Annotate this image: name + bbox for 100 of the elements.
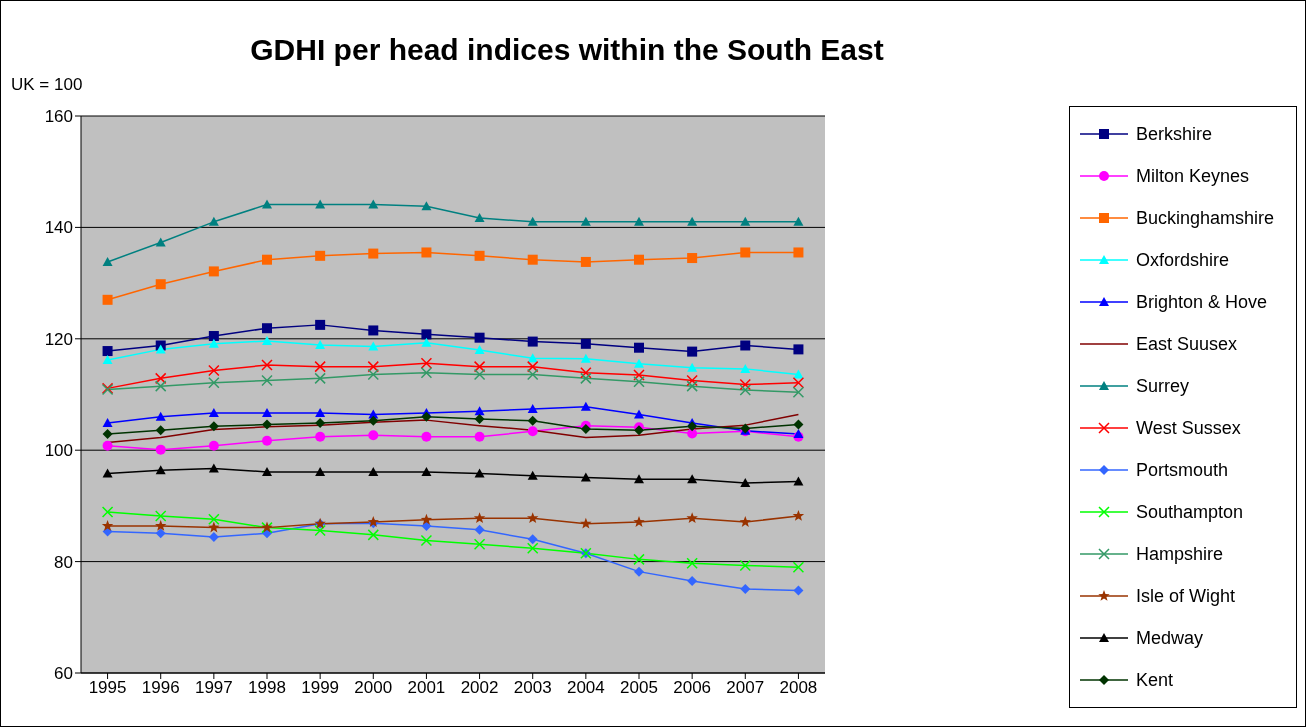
point	[154, 372, 167, 385]
point	[421, 329, 432, 340]
legend-label: West Sussex	[1136, 417, 1241, 439]
point	[102, 417, 113, 427]
point	[634, 254, 644, 265]
x-tick-label: 2003	[513, 678, 552, 698]
x-tick-label: 2002	[460, 678, 499, 698]
point	[634, 216, 644, 226]
point	[580, 401, 591, 411]
y-axis-title: UK = 100	[11, 75, 83, 95]
point	[155, 237, 166, 247]
point	[208, 338, 219, 348]
point	[315, 466, 326, 476]
point	[155, 425, 166, 436]
point	[315, 339, 326, 349]
point	[154, 380, 167, 392]
point	[792, 377, 805, 389]
point	[208, 440, 219, 451]
point	[155, 344, 166, 354]
point	[155, 528, 166, 539]
point	[102, 256, 113, 266]
point	[208, 377, 220, 389]
x-tick-label: 2006	[673, 678, 712, 698]
point	[633, 516, 645, 527]
point	[527, 353, 538, 363]
point	[793, 344, 804, 355]
legend-label: Isle of Wight	[1136, 585, 1236, 607]
point	[262, 466, 272, 476]
point	[686, 557, 698, 570]
legend-label: Oxfordshire	[1136, 249, 1230, 271]
point	[208, 266, 219, 277]
y-tick-label: 80	[54, 552, 73, 572]
point	[686, 380, 698, 392]
point	[740, 583, 751, 594]
y-tick-label: 140	[44, 218, 73, 238]
point	[208, 463, 219, 473]
point	[527, 512, 539, 524]
point	[208, 364, 220, 377]
point	[580, 472, 591, 482]
point	[793, 419, 804, 430]
point	[474, 414, 485, 425]
point	[261, 374, 273, 387]
point	[580, 517, 592, 529]
point	[314, 360, 326, 373]
point	[634, 566, 644, 577]
point	[740, 478, 751, 488]
point	[208, 216, 219, 226]
point	[527, 426, 538, 437]
point	[740, 247, 751, 258]
legend-label: Milton Keynes	[1136, 165, 1250, 187]
legend-label: Buckinghamshire	[1136, 207, 1275, 229]
point	[155, 465, 166, 475]
point	[367, 529, 380, 541]
point	[687, 474, 698, 484]
x-tick-label: 2001	[407, 678, 446, 698]
y-tick-label: 160	[44, 107, 73, 127]
point	[208, 532, 219, 543]
point	[155, 411, 166, 421]
point	[634, 342, 644, 353]
point	[580, 353, 591, 363]
point	[687, 216, 698, 226]
point	[527, 403, 538, 413]
point	[208, 331, 219, 342]
x-tick-label: 1995	[88, 678, 127, 698]
legend-label: Brighton & Hove	[1136, 291, 1268, 313]
point	[368, 341, 379, 351]
point	[420, 367, 433, 379]
point	[740, 340, 751, 351]
legend-label: Berkshire	[1136, 123, 1213, 145]
point	[262, 323, 272, 334]
point	[102, 468, 113, 478]
point	[473, 512, 486, 524]
point	[261, 359, 273, 371]
point	[686, 512, 698, 524]
point	[527, 534, 538, 545]
point	[315, 199, 326, 209]
point	[368, 325, 379, 336]
point	[154, 510, 167, 522]
y-tick-label: 120	[44, 329, 73, 349]
legend-label: Surrey	[1136, 375, 1190, 397]
point	[793, 369, 804, 379]
point	[421, 466, 432, 476]
point	[314, 372, 326, 385]
point	[474, 468, 485, 478]
point	[792, 509, 805, 521]
point	[474, 212, 485, 222]
point	[793, 585, 804, 596]
point	[473, 360, 486, 373]
point	[368, 430, 379, 441]
point	[687, 346, 698, 357]
point	[421, 431, 432, 442]
point	[101, 506, 114, 518]
point	[208, 513, 220, 526]
point	[793, 247, 804, 258]
legend-label: Southampton	[1136, 501, 1244, 523]
point	[421, 337, 432, 347]
point	[580, 256, 591, 267]
point	[420, 513, 433, 525]
point	[262, 336, 272, 346]
point	[740, 216, 751, 226]
